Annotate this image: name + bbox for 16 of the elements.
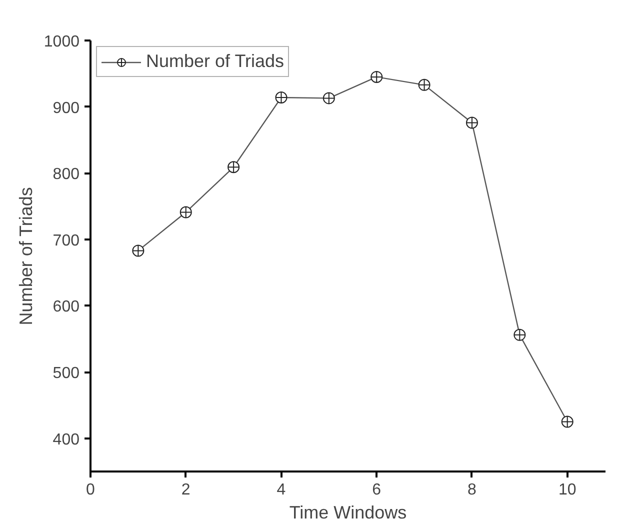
x-tick-label: 6 xyxy=(372,482,382,498)
y-tick-label: 800 xyxy=(52,166,80,184)
legend-label: Number of Triads xyxy=(146,51,284,72)
y-tick-label: 400 xyxy=(52,431,80,448)
y-tick-label: 900 xyxy=(52,100,80,117)
y-tick-label: 700 xyxy=(52,232,80,250)
x-tick-label: 4 xyxy=(276,482,286,498)
x-axis-title: Time Windows xyxy=(289,502,407,522)
y-tick-label: 500 xyxy=(52,365,80,382)
y-tick-label: 1000 xyxy=(44,34,80,50)
x-tick-label: 8 xyxy=(468,482,477,498)
x-tick-label: 0 xyxy=(86,482,96,498)
y-tick-label: 600 xyxy=(52,298,80,316)
y-axis-title: Number of Triads xyxy=(16,187,36,326)
x-tick-label: 2 xyxy=(181,482,190,498)
x-tick-label: 10 xyxy=(558,482,576,498)
